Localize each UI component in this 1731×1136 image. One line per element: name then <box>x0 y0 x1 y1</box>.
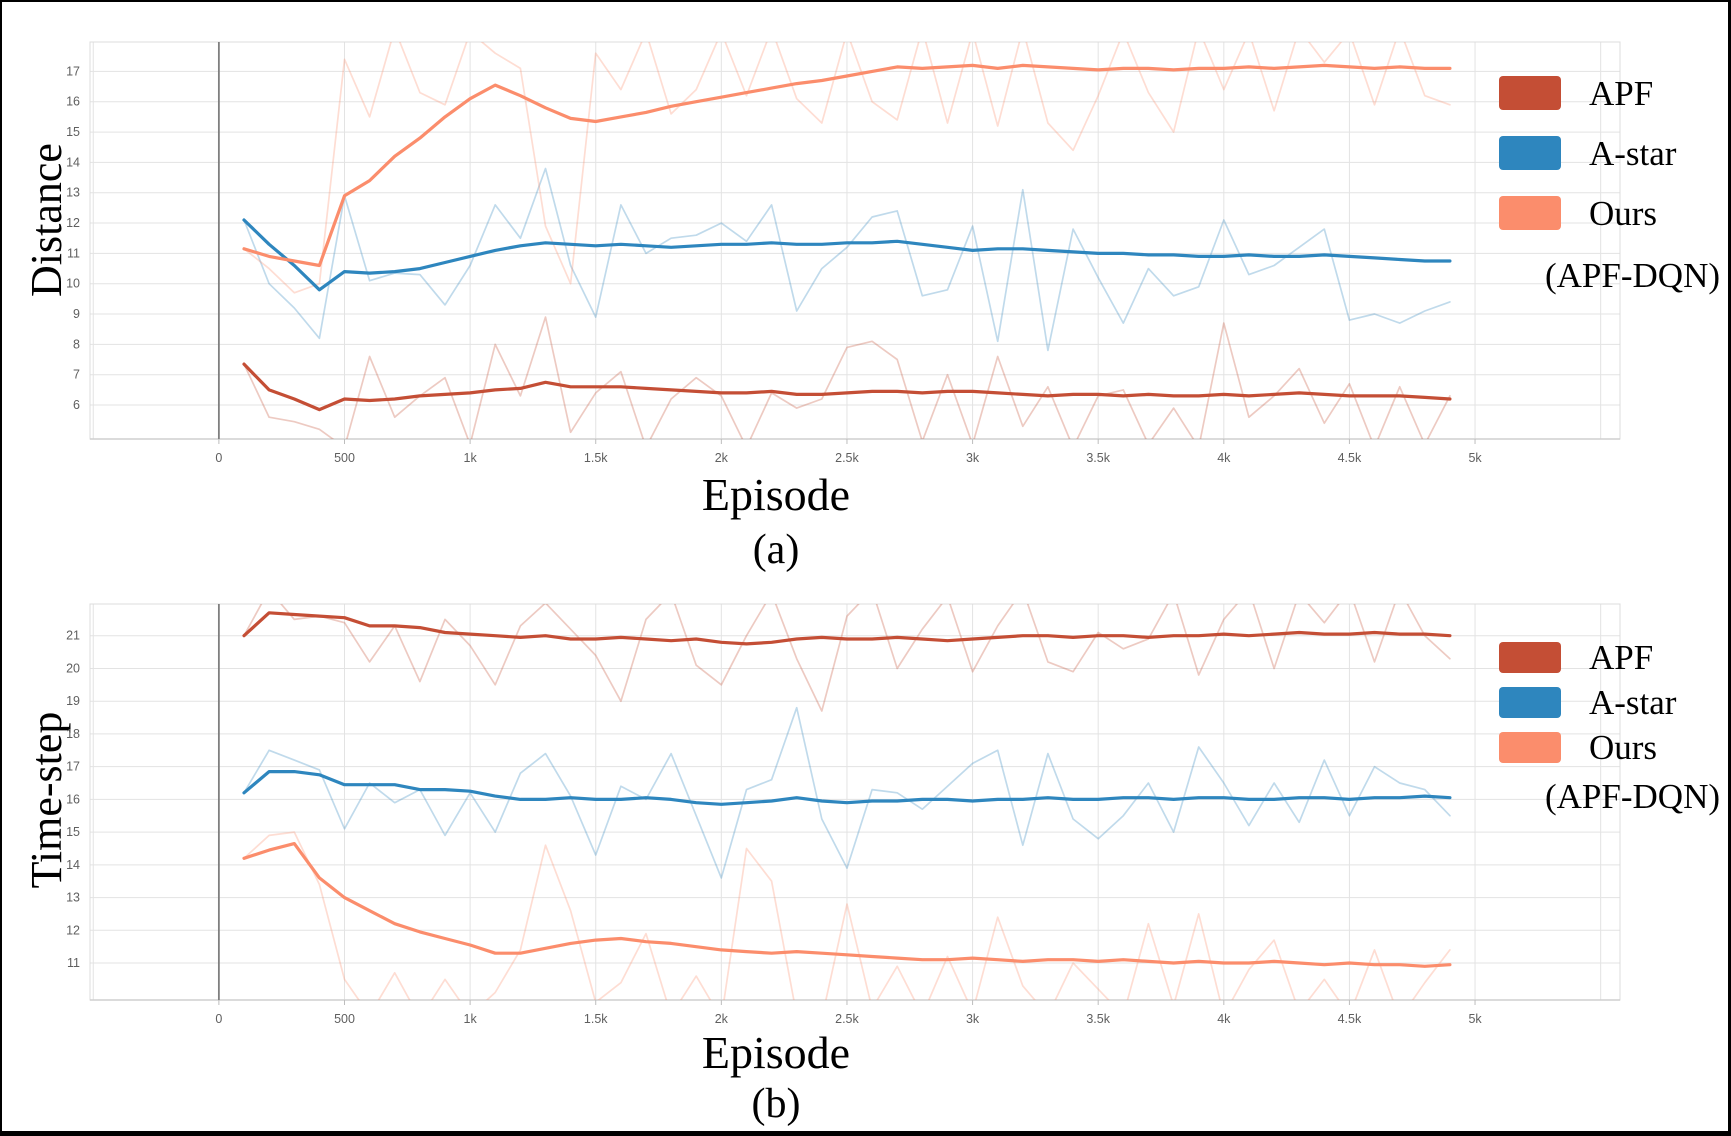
x-tick-label: 3.5k <box>1086 1012 1110 1026</box>
x-tick-label: 4.5k <box>1338 1012 1362 1026</box>
y-tick-label: 6 <box>73 398 80 412</box>
legend-label-ours: Ours <box>1589 728 1658 767</box>
x-tick-label: 3.5k <box>1086 451 1110 465</box>
x-tick-label: 2.5k <box>835 451 859 465</box>
legend-extra-line: (APF-DQN) <box>1545 777 1720 816</box>
legend-item-astar: A-star <box>1499 683 1728 722</box>
y-tick-label: 11 <box>67 246 80 260</box>
legend-label-apf: APF <box>1589 638 1654 677</box>
series-line-apf-smooth <box>242 611 1452 646</box>
legend-chart-a: APF A-star Ours (APF-DQN) <box>1499 73 1728 296</box>
line-chart-distance: 6 7 8 9 10 11 12 13 14 15 16 17 0 500 1k 1.5k 2k 2.5k 3k 3.… <box>66 41 1621 465</box>
y-tick-label: 17 <box>66 760 80 774</box>
x-tick-label: 1.5k <box>584 1012 608 1026</box>
y-tick-label: 20 <box>66 661 80 675</box>
y-tick-label: 15 <box>66 825 80 839</box>
y-tick-label: 17 <box>66 64 80 78</box>
y-tick-label: 18 <box>66 727 80 741</box>
y-tick-label: 13 <box>66 186 80 200</box>
x-tick-label: 3k <box>966 1012 980 1026</box>
legend-item-apf: APF <box>1499 638 1728 677</box>
series-line-ours-smooth <box>242 841 1452 968</box>
y-tick-label: 19 <box>66 694 80 708</box>
y-tick-label: 14 <box>66 155 80 169</box>
apf-swatch <box>1499 642 1561 673</box>
series-line-astar-smooth <box>242 218 1452 292</box>
caption-a: (a) <box>752 527 800 573</box>
y-tick-label: 8 <box>73 337 80 351</box>
y-tick-label: 15 <box>66 125 80 139</box>
series-line-ours-raw <box>243 831 1451 1000</box>
x-tick-label: 4k <box>1217 1012 1231 1026</box>
legend-item-astar: A-star <box>1499 133 1728 173</box>
x-tick-label: 500 <box>334 451 355 465</box>
y-tick-label: 16 <box>66 792 80 806</box>
x-tick-label: 0 <box>215 1012 222 1026</box>
legend-label-ours: Ours <box>1589 193 1658 233</box>
legend-item-apf: APF <box>1499 73 1728 113</box>
line-chart-time-step: 11 12 13 14 15 16 17 18 19 20 21 0 500 1k 1.5k 2k 2.5k 3k… <box>66 603 1621 1026</box>
y-tick-label: 14 <box>66 858 80 872</box>
legend-label-astar: A-star <box>1589 133 1677 173</box>
series-line-astar-raw <box>243 706 1451 879</box>
x-tick-label: 4k <box>1217 451 1231 465</box>
series-line-astar-raw <box>243 167 1451 352</box>
legend-item-ours: Ours <box>1499 193 1728 233</box>
x-tick-label: 5k <box>1468 451 1482 465</box>
series-line-ours-smooth <box>242 63 1452 268</box>
series-line-ours-raw <box>243 42 1451 294</box>
x-tick-label: 0 <box>215 451 222 465</box>
x-tick-label: 3k <box>966 451 980 465</box>
y-tick-label: 10 <box>66 277 80 291</box>
series-line-apf-raw <box>243 316 1451 439</box>
legend-chart-b: APF A-star Ours (APF-DQN) <box>1499 638 1728 817</box>
ours-swatch <box>1499 196 1561 230</box>
y-tick-label: 13 <box>66 891 80 905</box>
x-tick-label: 4.5k <box>1338 451 1362 465</box>
y-tick-label: 12 <box>66 216 80 230</box>
legend-label-astar: A-star <box>1589 683 1677 722</box>
y-tick-label: 12 <box>66 923 80 937</box>
ours-swatch <box>1499 732 1561 763</box>
x-tick-label: 5k <box>1468 1012 1482 1026</box>
y-tick-label: 11 <box>67 956 80 970</box>
y-tick-label: 9 <box>73 307 80 321</box>
caption-b: (b) <box>751 1081 801 1127</box>
astar-swatch <box>1499 136 1561 170</box>
x-axis-title-episode-a: Episode <box>701 469 851 520</box>
legend-label-apf: APF <box>1589 73 1654 113</box>
x-tick-label: 1.5k <box>584 451 608 465</box>
legend-item-ours: Ours <box>1499 728 1728 767</box>
x-tick-label: 1k <box>464 1012 478 1026</box>
astar-swatch <box>1499 687 1561 718</box>
x-tick-label: 1k <box>464 451 478 465</box>
x-tick-label: 2k <box>715 1012 729 1026</box>
x-tick-label: 500 <box>334 1012 355 1026</box>
y-tick-label: 16 <box>66 95 80 109</box>
x-tick-label: 2k <box>715 451 729 465</box>
y-tick-label: 21 <box>66 629 80 643</box>
legend-extra-line: (APF-DQN) <box>1545 256 1720 295</box>
apf-swatch <box>1499 76 1561 110</box>
y-tick-label: 7 <box>73 368 80 382</box>
series-line-apf-smooth <box>242 362 1452 412</box>
series-line-astar-smooth <box>242 769 1452 806</box>
series-line-apf-raw <box>243 604 1451 712</box>
x-tick-label: 2.5k <box>835 1012 859 1026</box>
x-axis-title-episode-b: Episode <box>701 1027 851 1078</box>
